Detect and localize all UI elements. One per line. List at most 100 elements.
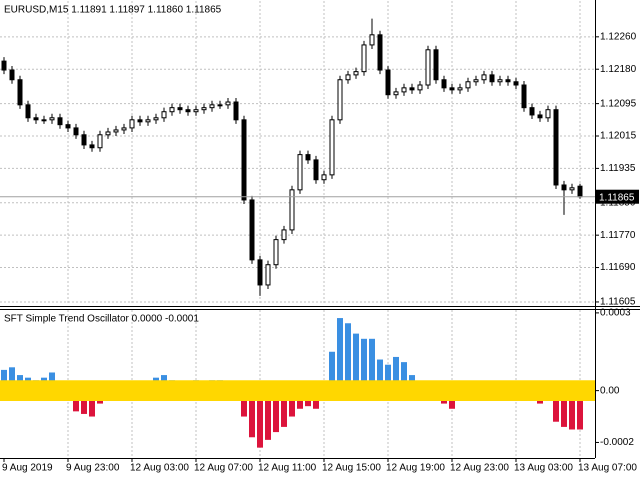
oscillator-bar bbox=[369, 338, 375, 391]
oscillator-bar bbox=[561, 390, 567, 427]
oscillator-bar bbox=[241, 390, 247, 417]
candle-body bbox=[473, 79, 479, 83]
x-tick-label: 12 Aug 23:00 bbox=[450, 463, 509, 474]
candle-body bbox=[353, 71, 359, 76]
y-tick-label: 1.12095 bbox=[600, 98, 637, 109]
candle-body bbox=[441, 79, 447, 89]
candle-body bbox=[57, 117, 63, 126]
candle-body bbox=[433, 49, 439, 81]
candle-body bbox=[33, 117, 39, 121]
oscillator-bar bbox=[73, 390, 79, 412]
oscillator-bar bbox=[401, 362, 407, 391]
candle-body bbox=[361, 44, 367, 73]
candle-body bbox=[545, 109, 551, 119]
candle-body bbox=[209, 104, 215, 109]
candle-body bbox=[369, 34, 375, 46]
panel-title: EURUSD,M15 1.11891 1.11897 1.11860 1.118… bbox=[4, 5, 222, 16]
candle-body bbox=[385, 69, 391, 96]
x-tick-label: 12 Aug 03:00 bbox=[130, 463, 189, 474]
oscillator-bar bbox=[377, 359, 383, 391]
candle-body bbox=[417, 84, 423, 91]
candle-body bbox=[553, 109, 559, 186]
candle-body bbox=[1, 60, 7, 71]
candle-body bbox=[537, 114, 543, 119]
candle-body bbox=[425, 49, 431, 86]
candle-body bbox=[65, 124, 71, 129]
y-tick-label: -0.0002 bbox=[600, 437, 634, 448]
oscillator-bar bbox=[273, 390, 279, 433]
candle-body bbox=[297, 154, 303, 191]
oscillator-bar bbox=[345, 323, 351, 391]
y-tick-label: 1.12180 bbox=[600, 64, 637, 75]
candle-body bbox=[169, 107, 175, 113]
oscillator-bar bbox=[553, 390, 559, 422]
candle-body bbox=[569, 187, 575, 191]
y-tick-label: 1.12015 bbox=[600, 131, 637, 142]
candle-body bbox=[497, 79, 503, 83]
candle-body bbox=[105, 131, 111, 136]
oscillator-bar bbox=[353, 333, 359, 391]
candle-body bbox=[249, 199, 255, 261]
candle-body bbox=[233, 101, 239, 121]
candle-body bbox=[241, 119, 247, 201]
candle-body bbox=[273, 239, 279, 266]
x-tick-label: 12 Aug 11:00 bbox=[258, 463, 317, 474]
oscillator-bar bbox=[329, 351, 335, 391]
candle-body bbox=[201, 107, 207, 111]
current-price-label: 1.11865 bbox=[599, 192, 635, 203]
y-tick-label: 1.11690 bbox=[600, 262, 636, 273]
candle-body bbox=[321, 174, 327, 181]
candle-body bbox=[97, 134, 103, 149]
candle-body bbox=[465, 81, 471, 89]
candle-body bbox=[489, 74, 495, 83]
candle-body bbox=[121, 127, 127, 131]
oscillator-bar bbox=[577, 390, 583, 430]
candle-body bbox=[265, 264, 271, 286]
oscillator-bar bbox=[337, 318, 343, 391]
candle-body bbox=[513, 81, 519, 86]
candle-body bbox=[177, 107, 183, 111]
candle-body bbox=[529, 107, 535, 116]
oscillator-bar bbox=[9, 367, 15, 391]
y-tick-label: 1.12260 bbox=[600, 31, 637, 42]
y-tick-label: 1.11935 bbox=[600, 163, 636, 174]
x-tick-label: 9 Aug 2019 bbox=[2, 463, 53, 474]
candle-body bbox=[17, 79, 23, 106]
candle-body bbox=[89, 144, 95, 149]
oscillator-bar bbox=[81, 390, 87, 414]
x-tick-label: 13 Aug 03:00 bbox=[514, 463, 573, 474]
candle-body bbox=[505, 79, 511, 83]
candle-body bbox=[577, 185, 583, 198]
x-tick-label: 12 Aug 19:00 bbox=[386, 463, 445, 474]
oscillator-bar bbox=[361, 338, 367, 391]
candle-body bbox=[449, 87, 455, 91]
candle-body bbox=[81, 134, 87, 146]
candle-body bbox=[41, 119, 47, 122]
candle-body bbox=[289, 189, 295, 231]
oscillator-bar bbox=[89, 390, 95, 417]
oscillator-bar bbox=[249, 390, 255, 438]
x-tick-label: 13 Aug 07:00 bbox=[578, 463, 637, 474]
candle-body bbox=[73, 127, 79, 136]
oscillator-bar bbox=[569, 390, 575, 430]
candle-body bbox=[25, 104, 31, 119]
candle-body bbox=[329, 119, 335, 176]
y-tick-label: 1.11770 bbox=[600, 230, 636, 241]
candle-body bbox=[161, 111, 167, 119]
x-tick-label: 12 Aug 07:00 bbox=[194, 463, 253, 474]
candle-body bbox=[225, 101, 231, 106]
x-tick-label: 9 Aug 23:00 bbox=[66, 463, 120, 474]
oscillator-bar bbox=[257, 390, 263, 448]
candle-body bbox=[137, 119, 143, 123]
candle-body bbox=[393, 91, 399, 96]
y-tick-label: 0.0003 bbox=[600, 308, 631, 319]
candle-body bbox=[377, 34, 383, 71]
candle-body bbox=[113, 129, 119, 133]
candle-body bbox=[185, 109, 191, 113]
candle-body bbox=[49, 117, 55, 121]
candle-body bbox=[313, 159, 319, 181]
oscillator-bar bbox=[281, 390, 287, 427]
candle-body bbox=[521, 84, 527, 109]
